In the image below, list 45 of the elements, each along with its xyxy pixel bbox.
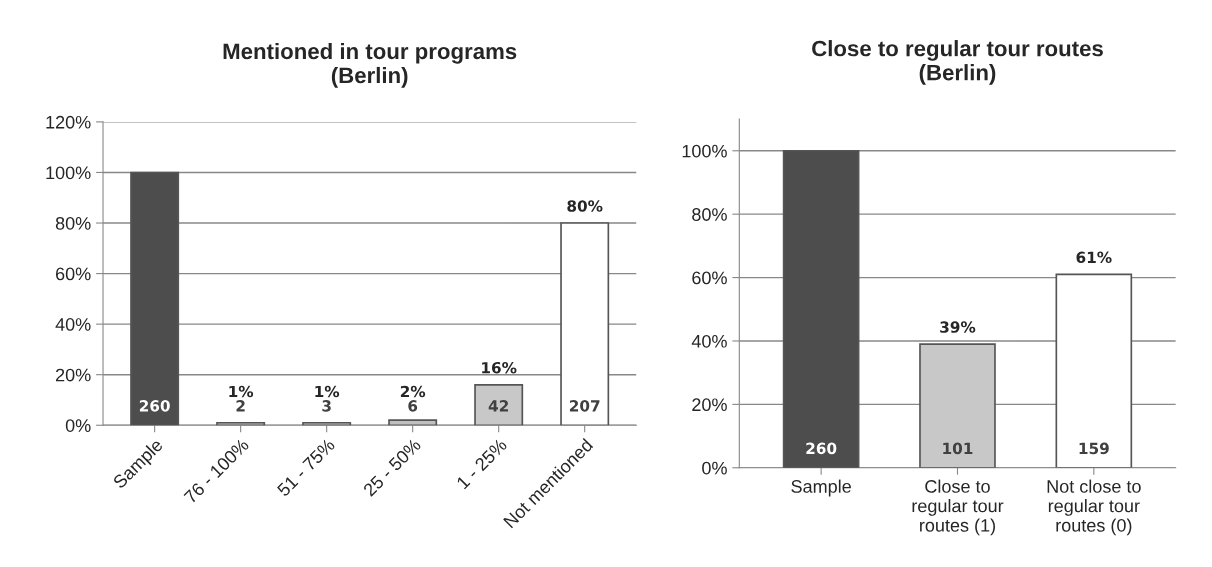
y-tick-label: 40% [691,334,727,348]
y-tick-label: 120% [46,115,91,129]
data-label: 80% [567,200,603,212]
annotation: 260 [806,442,837,455]
annotation: 159 [1079,442,1109,455]
data-label: 61% [1076,251,1112,264]
annotation: 3 [322,400,331,412]
data-label: 39% [940,321,976,333]
bar [560,222,610,426]
data-label: 1% [229,385,254,398]
y-tick-label: 0% [702,461,727,475]
annotation: 42 [488,400,508,412]
chart-title: Close to regular tour routes (Berlin) [812,40,1103,85]
y-tick-label: 0% [65,419,91,432]
y-tick-label: 80% [692,208,727,221]
y-tick-label: 100% [46,166,91,180]
y-tick-label: 80% [55,216,91,230]
data-label: 16% [482,361,517,374]
data-label: 1% [315,385,340,398]
chart-title: Mentioned in tour programs (Berlin) [223,42,517,88]
bar [388,419,438,426]
bar [474,383,524,426]
y-tick-label: 60% [55,267,91,281]
x-tick-label: 51 - 75% [276,437,336,498]
bar [216,421,266,426]
y-tick-label: 20% [692,398,727,412]
annotation: 207 [569,400,600,412]
y-tick-label: 20% [55,368,91,382]
x-tick-label: 25 - 50% [362,437,422,497]
annotation: 101 [943,442,973,455]
bar [130,171,180,426]
data-label: 2% [400,385,426,398]
y-tick-label: 40% [55,318,91,331]
annotation: 2 [236,400,245,412]
x-tick-label: Close to regular tour routes (1) [912,479,1004,536]
bar [782,149,860,468]
x-tick-label: Sample [791,479,851,497]
y-tick-label: 60% [692,271,727,285]
y-tick-label: 100% [682,144,727,158]
bar [302,421,352,426]
bar [1055,273,1133,468]
bar [919,343,996,468]
annotation: 260 [139,400,170,412]
x-tick-label: Not close to regular tour routes (0) [1047,479,1141,536]
annotation: 6 [408,400,418,412]
